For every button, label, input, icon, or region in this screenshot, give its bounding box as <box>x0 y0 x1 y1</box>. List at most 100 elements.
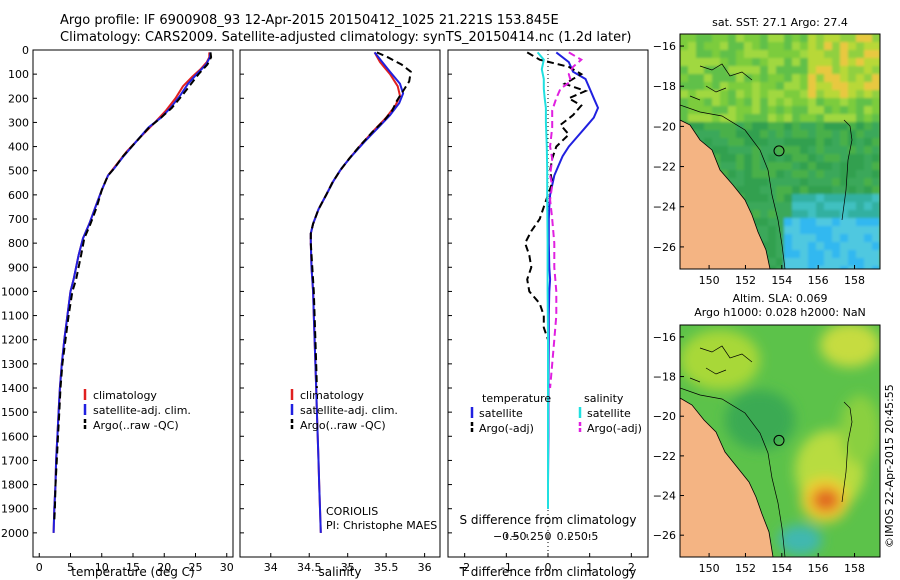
sst-cell <box>736 130 744 138</box>
sst-cell <box>696 74 704 82</box>
sst-cell <box>784 210 792 218</box>
sst-cell <box>816 242 824 250</box>
sst-cell <box>768 106 776 114</box>
sst-cell <box>872 122 880 130</box>
sst-cell <box>720 106 728 114</box>
sst-cell <box>856 258 864 266</box>
sst-cell <box>800 50 808 58</box>
sst-cell <box>768 138 776 146</box>
sst-cell <box>784 242 792 250</box>
sst-cell <box>840 114 848 122</box>
sst-cell <box>760 138 768 146</box>
sst-cell <box>848 114 856 122</box>
sst-cell <box>824 186 832 194</box>
sst-cell <box>816 250 824 258</box>
sst-cell <box>720 58 728 66</box>
sst-cell <box>840 178 848 186</box>
sst-cell <box>760 106 768 114</box>
sst-cell <box>776 34 784 42</box>
sst-cell <box>784 58 792 66</box>
sst-cell <box>872 194 880 202</box>
depth-tick-label: 0 <box>22 44 29 57</box>
sst-cell <box>768 178 776 186</box>
sst-cell <box>744 50 752 58</box>
sst-cell <box>768 42 776 50</box>
sst-cell <box>848 178 856 186</box>
sst-cell <box>776 266 784 269</box>
map-xtick-label: 152 <box>735 274 756 287</box>
sst-cell <box>840 154 848 162</box>
sst-cell <box>856 34 864 42</box>
sst-cell <box>784 106 792 114</box>
sst-cell <box>728 58 736 66</box>
sla-map-title: Altim. SLA: 0.069 <box>732 292 827 305</box>
sst-cell <box>728 98 736 106</box>
sst-cell <box>848 74 856 82</box>
sst-cell <box>792 98 800 106</box>
map-xtick-label: 154 <box>771 274 792 287</box>
sst-cell <box>816 202 824 210</box>
sst-cell <box>800 114 808 122</box>
sst-cell <box>776 210 784 218</box>
sst-cell <box>736 138 744 146</box>
sst-cell <box>824 218 832 226</box>
sst-cell <box>840 210 848 218</box>
depth-tick-label: 1000 <box>1 285 29 298</box>
sst-cell <box>816 186 824 194</box>
sst-cell <box>784 186 792 194</box>
sst-cell <box>832 226 840 234</box>
sst-cell <box>824 66 832 74</box>
sst-cell <box>848 210 856 218</box>
sst-cell <box>808 250 816 258</box>
sst-cell <box>872 58 880 66</box>
difference-xlabel: T difference from climatology <box>459 565 637 579</box>
sst-cell <box>792 114 800 122</box>
map-xtick-label: 150 <box>699 562 720 575</box>
sst-cell <box>760 42 768 50</box>
sst-cell <box>856 194 864 202</box>
sst-cell <box>816 74 824 82</box>
sst-cell <box>864 170 872 178</box>
sst-cell <box>696 122 704 130</box>
salinity-diff-tick-label: 0.5 <box>581 530 599 543</box>
sst-cell <box>776 130 784 138</box>
sst-cell <box>808 138 816 146</box>
sst-cell <box>792 146 800 154</box>
sst-cell <box>720 82 728 90</box>
salinity-series-2 <box>309 51 412 389</box>
sst-cell <box>856 82 864 90</box>
sst-cell <box>864 186 872 194</box>
sst-cell <box>768 210 776 218</box>
sst-cell <box>712 74 720 82</box>
temperature-series-1 <box>52 52 212 533</box>
sst-cell <box>872 178 880 186</box>
sst-cell <box>736 34 744 42</box>
sst-cell <box>800 202 808 210</box>
sst-cell <box>720 130 728 138</box>
temperature-xtick-label: 10 <box>95 561 109 574</box>
sst-cell <box>848 170 856 178</box>
sst-cell <box>784 234 792 242</box>
sst-cell <box>752 42 760 50</box>
depth-tick-label: 100 <box>8 68 29 81</box>
temperature-xlabel: temperature (deg C) <box>71 565 194 579</box>
temperature-legend-label: satellite-adj. clim. <box>93 404 191 417</box>
sst-cell <box>712 98 720 106</box>
sst-cell <box>712 50 720 58</box>
depth-tick-label: 1700 <box>1 454 29 467</box>
sst-cell <box>760 234 768 242</box>
sst-cell <box>832 162 840 170</box>
argo-position-marker <box>773 434 785 446</box>
salinity-axes-frame <box>239 49 441 558</box>
sst-cell <box>760 170 768 178</box>
sst-cell <box>688 58 696 66</box>
sst-cell <box>744 114 752 122</box>
salinity-xtick-label: 34.5 <box>297 561 322 574</box>
temperature-legend-label: Argo(..raw -QC) <box>93 419 179 432</box>
sst-cell <box>816 178 824 186</box>
sst-cell <box>768 146 776 154</box>
sst-cell <box>704 74 712 82</box>
sst-cell <box>776 170 784 178</box>
map-ytick-label: −20 <box>653 120 676 133</box>
temperature-axes-frame <box>32 49 234 558</box>
